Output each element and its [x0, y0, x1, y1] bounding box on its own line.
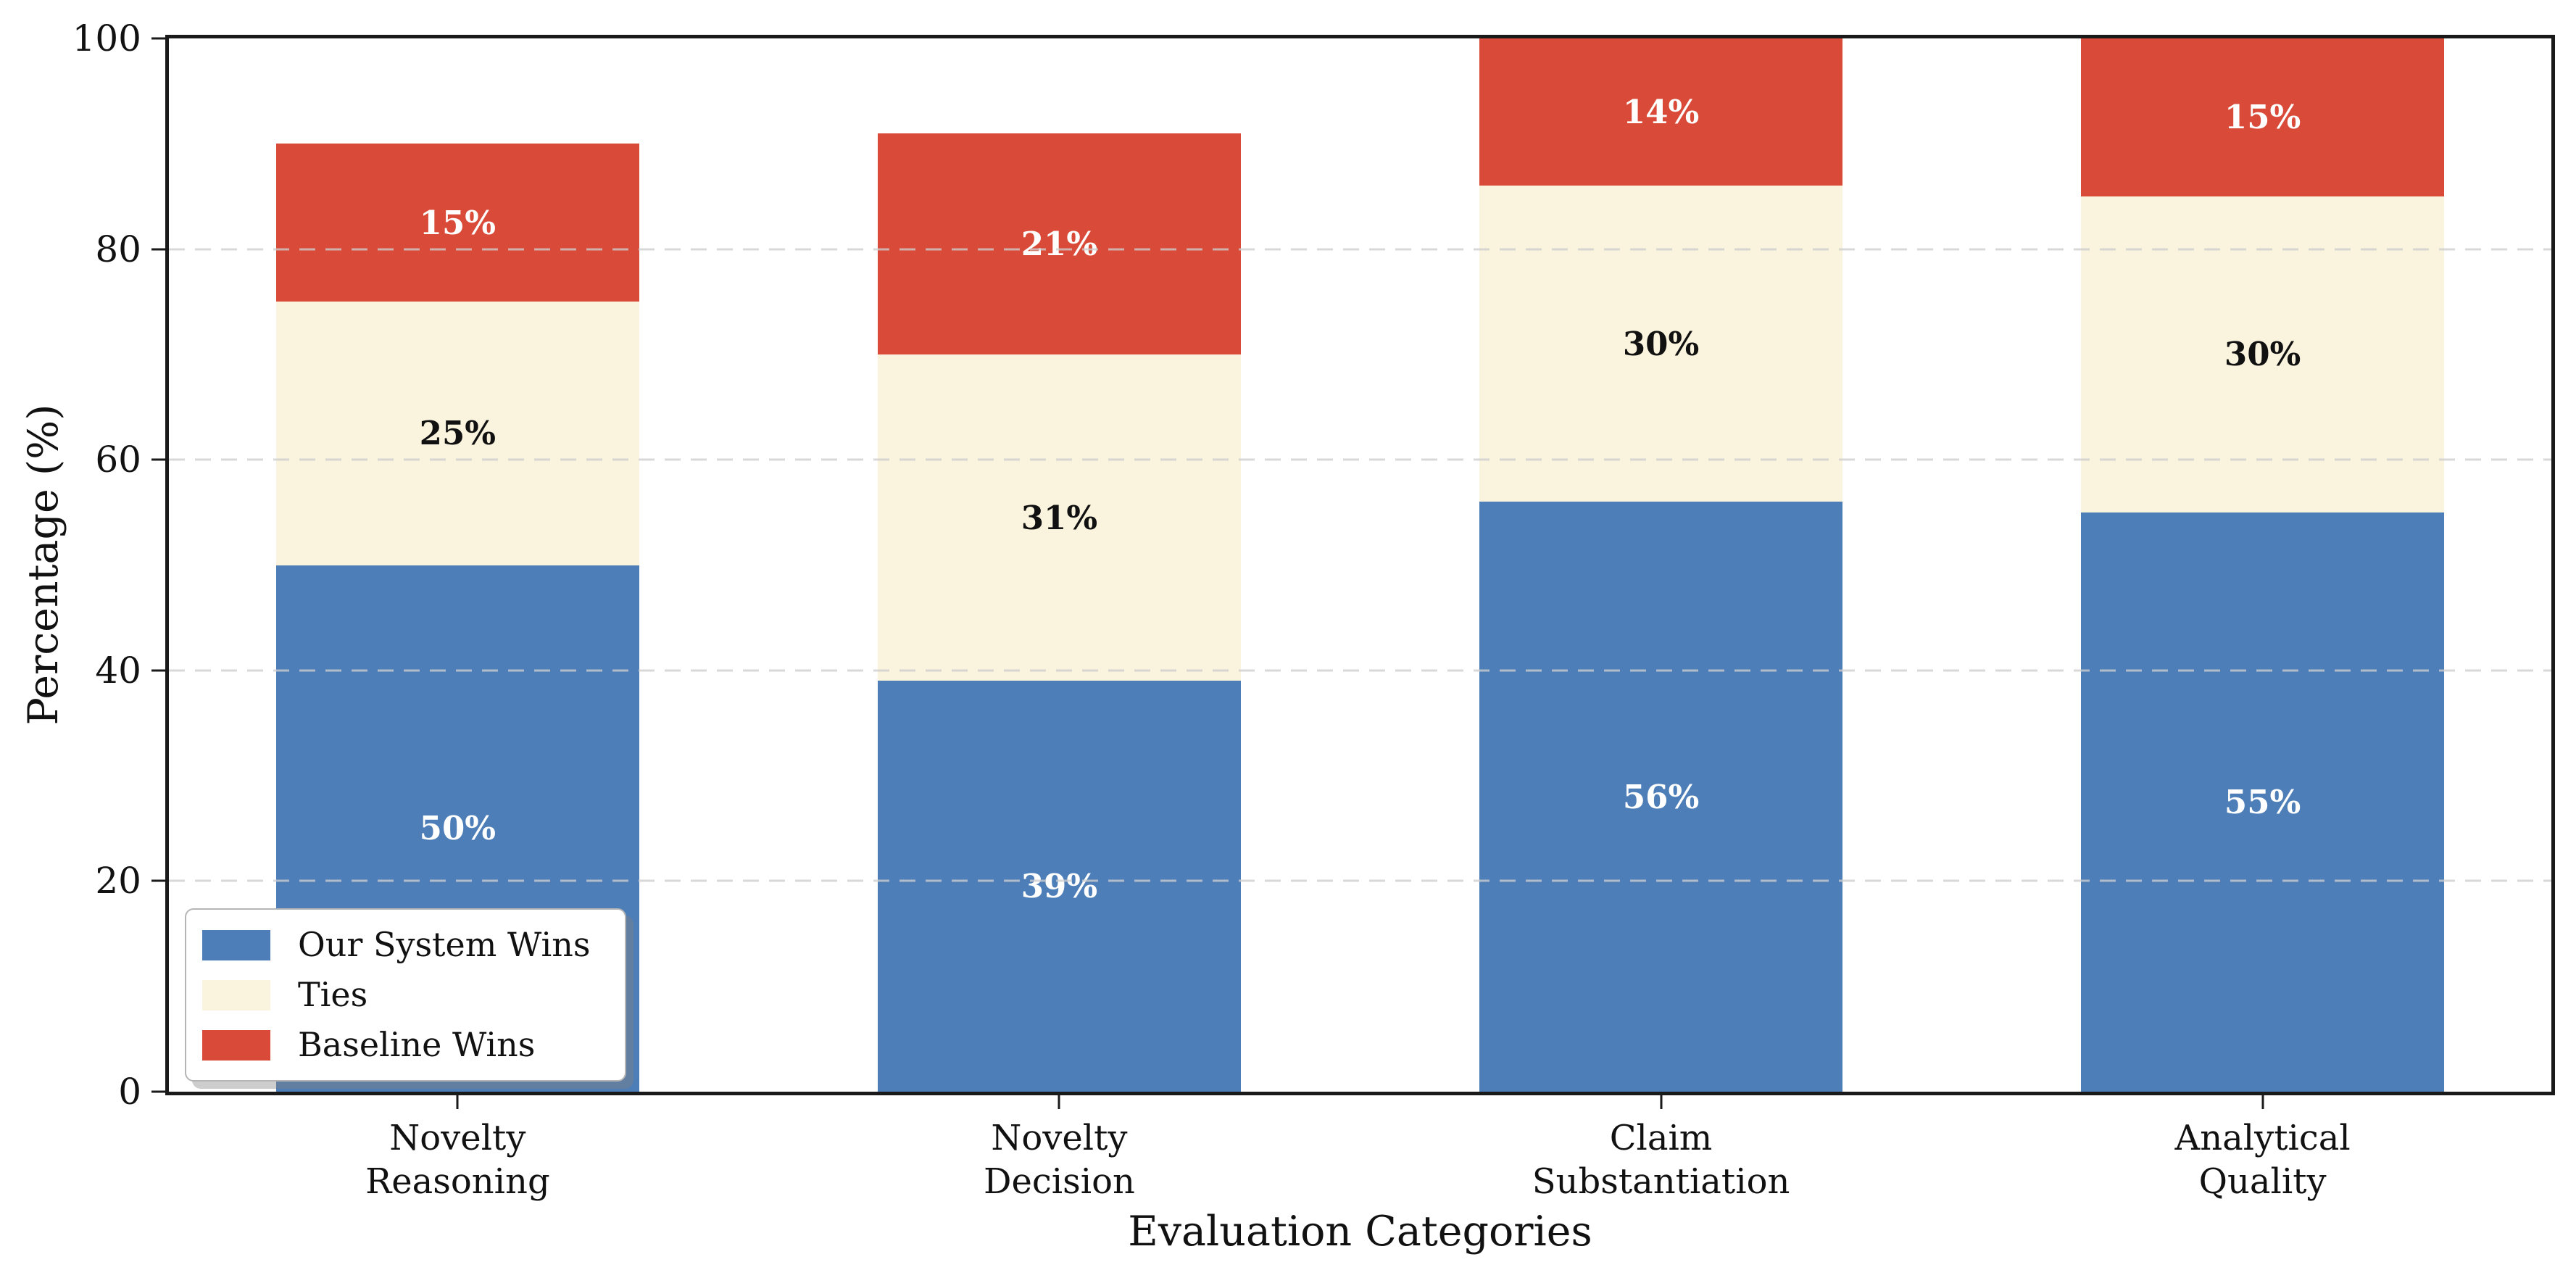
legend-swatch	[202, 979, 270, 1010]
y-tick-mark	[151, 1090, 165, 1093]
x-category-label-line: Novelty	[389, 1118, 526, 1158]
bar-value-label: 56%	[1622, 777, 1700, 816]
x-tick-mark	[1660, 1095, 1663, 1109]
y-tick-mark	[151, 248, 165, 251]
x-category-label-line: Claim	[1609, 1118, 1713, 1158]
y-tick-label: 20	[95, 860, 141, 902]
x-category-label-line: Quality	[2198, 1161, 2327, 1202]
y-tick-mark	[151, 458, 165, 461]
bar-value-label: 50%	[419, 809, 496, 848]
legend-label: Ties	[298, 975, 368, 1015]
x-category-label: Novelty Reasoning	[365, 1116, 550, 1203]
legend-item: Baseline Wins	[202, 1026, 590, 1064]
legend-label: Baseline Wins	[298, 1025, 536, 1065]
x-category-label: Claim Substantiation	[1532, 1116, 1790, 1203]
bar-value-label: 21%	[1021, 224, 1098, 263]
bar-segment: 39%	[878, 681, 1241, 1092]
x-category-label-line: Substantiation	[1532, 1161, 1790, 1202]
x-category-label-line: Reasoning	[365, 1161, 550, 1202]
legend: Our System Wins Ties Baseline Wins	[185, 908, 627, 1082]
bar-segment: 15%	[2081, 38, 2444, 196]
bar-value-label: 14%	[1622, 93, 1700, 132]
x-category-label-line: Novelty	[991, 1118, 1128, 1158]
bar-segment: 30%	[2081, 196, 2444, 512]
y-tick-mark	[151, 879, 165, 882]
bar-value-label: 15%	[419, 203, 496, 242]
x-category-label: Analytical Quality	[2175, 1116, 2351, 1203]
y-axis-title: Percentage (%)	[20, 404, 67, 726]
y-tick-label: 60	[95, 439, 141, 481]
x-tick-mark	[1058, 1095, 1060, 1109]
y-tick-label: 0	[118, 1071, 141, 1113]
x-tick-mark	[456, 1095, 459, 1109]
bar-value-label: 30%	[2224, 335, 2301, 374]
y-tick-mark	[151, 37, 165, 40]
bar-segment: 55%	[2081, 512, 2444, 1092]
x-category-label: Novelty Decision	[984, 1116, 1135, 1203]
x-category-label-line: Decision	[983, 1161, 1135, 1202]
bar-value-label: 55%	[2224, 782, 2301, 821]
bar-value-label: 31%	[1021, 498, 1098, 537]
legend-item: Ties	[202, 976, 590, 1014]
bar-value-label: 30%	[1622, 324, 1700, 363]
x-axis-title: Evaluation Categories	[1128, 1208, 1592, 1256]
bar-value-label: 25%	[419, 414, 496, 453]
legend-item: Our System Wins	[202, 926, 590, 964]
bar-segment: 15%	[276, 144, 639, 302]
bar-value-label: 39%	[1021, 867, 1098, 906]
x-category-label-line: Analytical	[2174, 1118, 2351, 1158]
bar-segment: 56%	[1479, 502, 1842, 1092]
x-tick-mark	[2261, 1095, 2264, 1109]
bar-segment: 25%	[276, 302, 639, 565]
bar-segment: 21%	[878, 133, 1241, 354]
bar-segment: 30%	[1479, 186, 1842, 502]
y-tick-mark	[151, 669, 165, 672]
bar-segment: 31%	[878, 354, 1241, 681]
legend-label: Our System Wins	[298, 925, 591, 965]
legend-swatch	[202, 1029, 270, 1061]
plot-area: 50% 25% 15% 39% 31% 21% 56% 30% 14% 55% 30% 15% 0 20 4…	[72, 20, 2555, 1202]
y-tick-label: 100	[72, 17, 141, 59]
bar-segment: 14%	[1479, 38, 1842, 186]
y-tick-label: 40	[95, 649, 141, 692]
y-tick-label: 80	[95, 228, 141, 270]
bar-value-label: 15%	[2224, 98, 2301, 137]
legend-swatch	[202, 929, 270, 960]
